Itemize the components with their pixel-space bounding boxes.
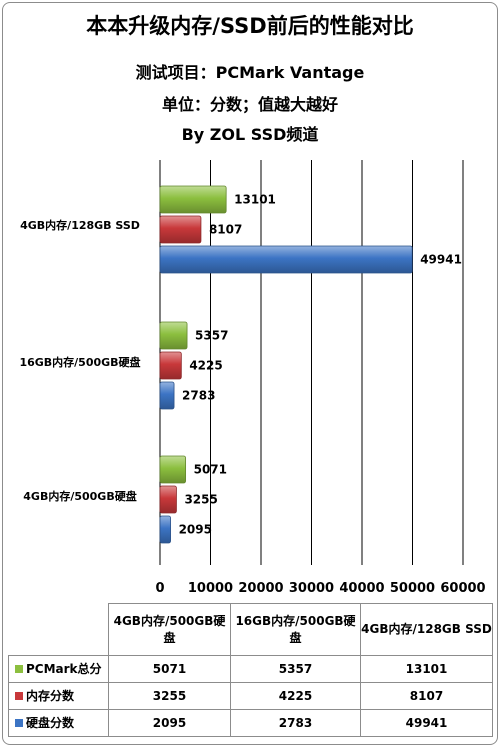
- data-label: 13101: [234, 193, 276, 207]
- x-tick-label: 50000: [390, 581, 435, 596]
- table-corner: [8, 603, 109, 656]
- legend-label: 内存分数: [26, 688, 75, 703]
- bar-chart: 0 10000 20000 30000 40000 50000 60000 4GB内存/128…: [19, 160, 486, 596]
- table-cell: 5357: [230, 655, 361, 683]
- category-label: 16GB内存/500GB硬盘: [19, 355, 140, 369]
- legend-swatch-green: [15, 664, 23, 673]
- legend-entry: PCMark总分: [8, 655, 109, 683]
- data-label: 4225: [189, 359, 222, 373]
- data-label: 2783: [182, 389, 215, 403]
- data-label: 5357: [195, 329, 228, 343]
- data-label: 8107: [209, 223, 242, 237]
- bar: [159, 245, 413, 274]
- table-header-cat: 4GB内存/128GB SSD: [360, 603, 493, 656]
- x-tick-label: 60000: [440, 581, 485, 596]
- legend-entry: 硬盘分数: [8, 709, 109, 737]
- legend-entry: 内存分数: [8, 682, 109, 710]
- x-tick-label: 40000: [339, 581, 384, 596]
- bar: [159, 515, 171, 544]
- chart-title: 本本升级内存/SSD前后的性能对比: [86, 14, 414, 38]
- bar: [159, 485, 177, 514]
- table-cell: 3255: [108, 682, 231, 710]
- legend-swatch-blue: [15, 718, 23, 727]
- table-header-cat: 4GB内存/500GB硬盘: [108, 603, 231, 656]
- data-label: 3255: [184, 493, 217, 507]
- data-label: 49941: [420, 253, 462, 267]
- legend-label: PCMark总分: [26, 661, 102, 676]
- bar: [159, 215, 202, 244]
- legend-label: 硬盘分数: [26, 715, 75, 730]
- table-row: 硬盘分数 2095 2783 49941: [8, 709, 493, 737]
- table-row: PCMark总分 5071 5357 13101: [8, 655, 493, 683]
- data-label: 2095: [179, 523, 212, 537]
- chart-subtitle-test: 测试项目：PCMark Vantage: [135, 63, 365, 82]
- bar: [159, 381, 175, 410]
- legend-swatch-red: [15, 691, 23, 700]
- x-tick-label: 0: [155, 581, 164, 596]
- table-cell: 5071: [108, 655, 231, 683]
- table-cell: 2095: [108, 709, 231, 737]
- bar: [159, 455, 187, 484]
- table-header-cat: 16GB内存/500GB硬盘: [230, 603, 361, 656]
- bar: [159, 321, 188, 350]
- table-cell: 4225: [230, 682, 361, 710]
- category-label: 4GB内存/128GB SSD: [20, 218, 140, 232]
- data-label: 5071: [194, 463, 227, 477]
- table-cell: 49941: [360, 709, 493, 737]
- table-cell: 13101: [360, 655, 493, 683]
- chart-subtitle-unit: 单位：分数；值越大越好: [161, 95, 338, 114]
- table-cell: 8107: [360, 682, 493, 710]
- table-cell: 2783: [230, 709, 361, 737]
- table-row: 内存分数 3255 4225 8107: [8, 682, 493, 710]
- x-tick-label: 30000: [289, 581, 334, 596]
- bar: [159, 185, 227, 214]
- chart-subtitle-source: By ZOL SSD频道: [181, 125, 319, 144]
- category-label: 4GB内存/500GB硬盘: [23, 489, 136, 503]
- x-tick-label: 10000: [188, 581, 233, 596]
- data-table: 4GB内存/500GB硬盘 16GB内存/500GB硬盘 4GB内存/128GB…: [8, 603, 493, 737]
- bar: [159, 351, 182, 380]
- x-tick-label: 20000: [238, 581, 283, 596]
